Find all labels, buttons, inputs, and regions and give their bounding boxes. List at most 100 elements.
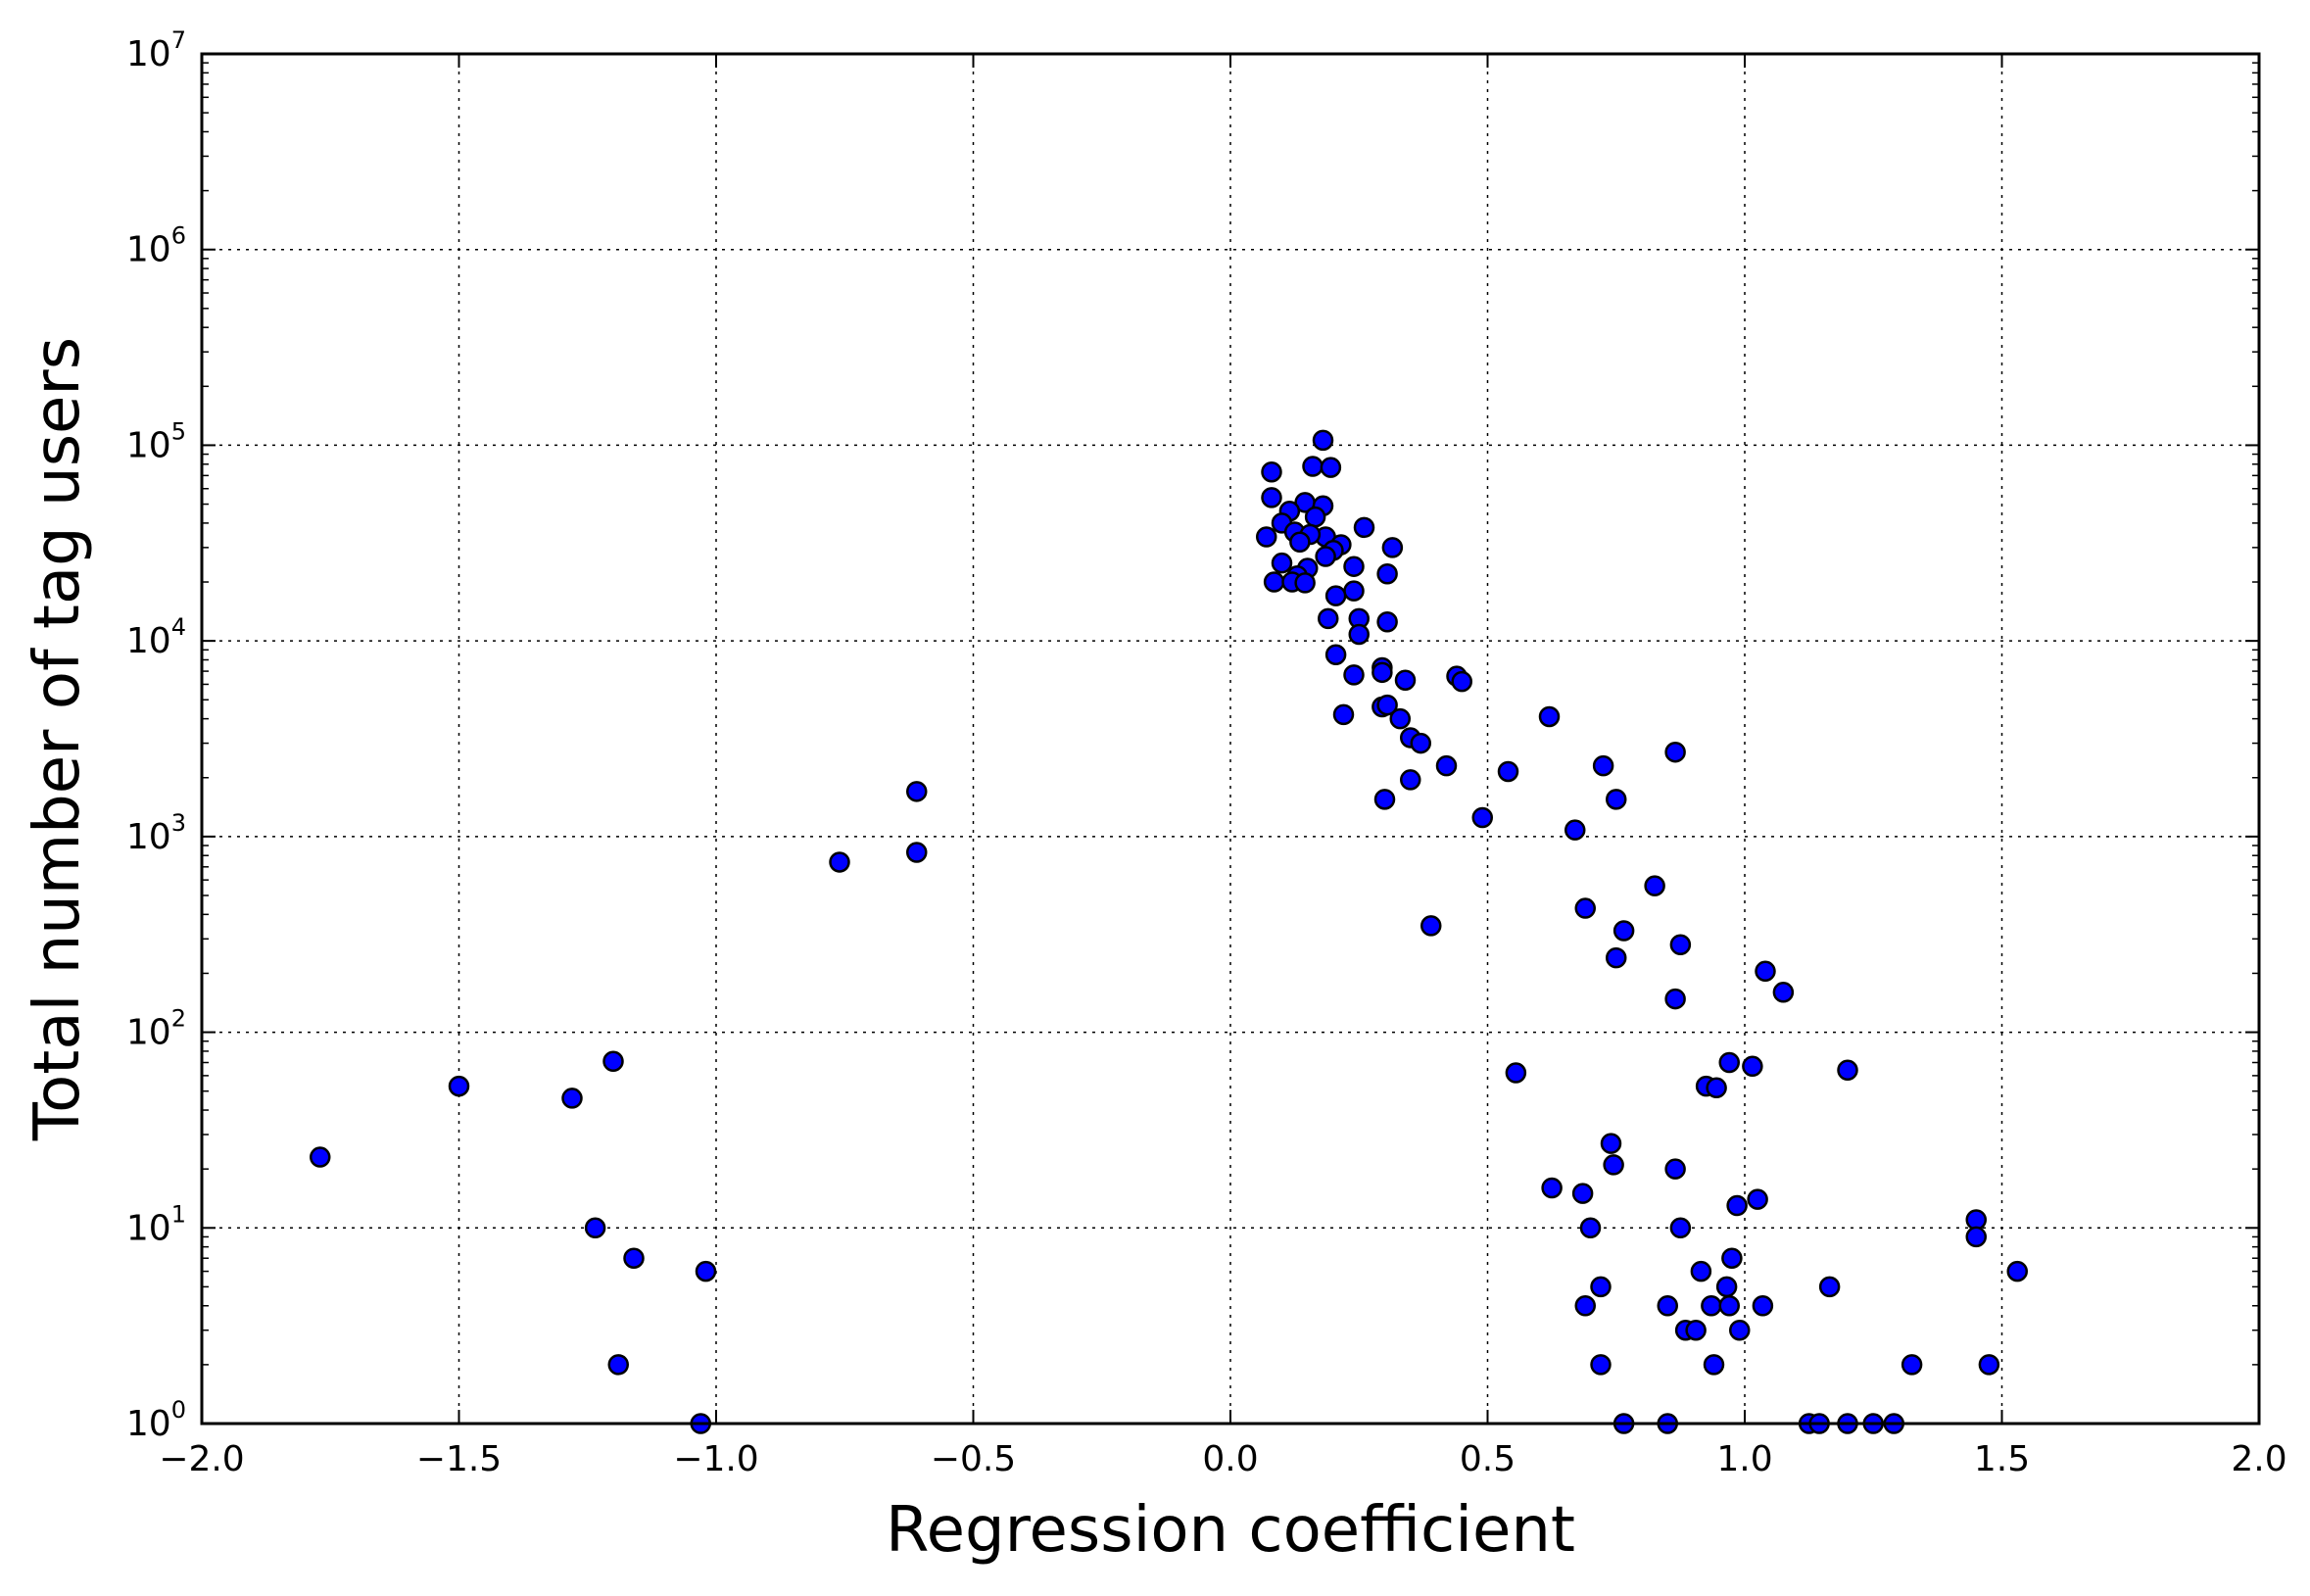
data-point xyxy=(1294,572,1316,594)
points-layer xyxy=(310,429,2028,1434)
data-point xyxy=(1606,946,1627,969)
x-tick-label: −2.0 xyxy=(159,1439,244,1479)
x-tick-label: 1.5 xyxy=(1974,1439,2030,1479)
x-tick-label: 0.5 xyxy=(1460,1439,1516,1479)
data-point xyxy=(1471,806,1493,829)
data-point xyxy=(1353,516,1375,539)
data-point xyxy=(1664,988,1686,1010)
data-point xyxy=(1373,789,1396,810)
data-point xyxy=(1320,457,1342,478)
data-point xyxy=(1721,1247,1743,1269)
data-point xyxy=(1332,703,1355,726)
data-point xyxy=(1263,571,1285,593)
data-point xyxy=(1348,623,1370,646)
data-point xyxy=(1505,1062,1527,1084)
data-point xyxy=(1538,705,1561,728)
data-point xyxy=(1304,506,1326,528)
data-point xyxy=(1669,934,1692,956)
data-point xyxy=(1400,769,1421,791)
data-point xyxy=(1718,1295,1740,1317)
y-tick-label: 107 xyxy=(126,26,186,74)
data-point xyxy=(602,1050,624,1073)
data-point xyxy=(695,1260,717,1282)
data-point xyxy=(310,1146,331,1168)
data-point xyxy=(1451,670,1472,693)
data-point xyxy=(1564,819,1586,841)
data-point xyxy=(1420,915,1442,937)
y-tick-label: 105 xyxy=(126,417,186,465)
data-point xyxy=(1818,1276,1841,1298)
data-point xyxy=(561,1088,583,1109)
data-point xyxy=(1324,644,1347,665)
y-tick-label: 104 xyxy=(126,613,186,661)
data-point xyxy=(1592,754,1614,777)
data-point xyxy=(1685,1319,1707,1341)
data-point xyxy=(1603,1154,1624,1176)
data-point xyxy=(1574,897,1596,919)
data-point xyxy=(1435,754,1458,777)
data-point xyxy=(1271,552,1293,574)
data-point xyxy=(607,1354,629,1376)
data-point xyxy=(1389,707,1411,730)
data-point xyxy=(906,842,928,863)
data-point xyxy=(1302,456,1323,477)
data-point xyxy=(1606,789,1627,810)
data-point xyxy=(1256,526,1277,548)
data-point xyxy=(1742,1055,1763,1078)
data-point xyxy=(448,1075,470,1097)
data-point xyxy=(1318,607,1339,630)
data-point xyxy=(1394,669,1417,691)
data-point xyxy=(1901,1354,1923,1376)
data-point xyxy=(1343,556,1365,577)
data-point xyxy=(1261,460,1282,483)
data-point xyxy=(1726,1194,1748,1217)
data-point xyxy=(1574,1295,1596,1317)
data-point xyxy=(1261,487,1282,508)
data-point xyxy=(1343,580,1365,602)
x-tick-label: −0.5 xyxy=(931,1439,1016,1479)
data-point xyxy=(1669,1217,1692,1239)
data-point xyxy=(1372,661,1393,684)
data-point xyxy=(829,851,850,873)
y-axis-title: Total number of tag users xyxy=(22,337,94,1141)
data-point xyxy=(1376,694,1398,716)
data-point xyxy=(1715,1276,1738,1298)
x-tick-label: −1.0 xyxy=(673,1439,758,1479)
x-tick-label: 2.0 xyxy=(2231,1439,2286,1479)
data-point xyxy=(1690,1260,1712,1282)
y-tick-label: 102 xyxy=(126,1005,186,1053)
data-point xyxy=(1590,1276,1612,1298)
data-point xyxy=(1612,920,1635,942)
data-point xyxy=(1376,611,1398,633)
y-tick-label: 103 xyxy=(126,809,186,857)
x-tick-label: −1.5 xyxy=(416,1439,502,1479)
data-point xyxy=(1644,875,1665,896)
data-point xyxy=(1376,563,1398,585)
x-tick-label: 1.0 xyxy=(1716,1439,1772,1479)
data-point xyxy=(1410,732,1431,754)
data-point xyxy=(1706,1077,1727,1099)
data-point xyxy=(1497,760,1519,783)
data-point xyxy=(1755,960,1776,983)
data-point xyxy=(1590,1354,1612,1376)
data-point xyxy=(1747,1188,1768,1210)
ticks-layer xyxy=(201,53,2260,1425)
data-point xyxy=(1312,429,1334,452)
data-point xyxy=(584,1217,606,1239)
data-point xyxy=(1978,1354,2000,1376)
data-point xyxy=(1343,664,1365,686)
y-tick-label: 100 xyxy=(126,1396,186,1444)
data-point xyxy=(1664,741,1686,763)
data-point xyxy=(1752,1295,1774,1317)
data-point xyxy=(1729,1319,1751,1341)
data-point xyxy=(2006,1260,2028,1282)
data-point xyxy=(1289,531,1311,554)
data-point xyxy=(1571,1183,1594,1204)
data-point xyxy=(1381,537,1404,558)
data-point xyxy=(1324,585,1347,606)
grid-layer xyxy=(202,54,2259,1424)
data-point xyxy=(1664,1158,1686,1180)
data-point xyxy=(623,1247,645,1269)
